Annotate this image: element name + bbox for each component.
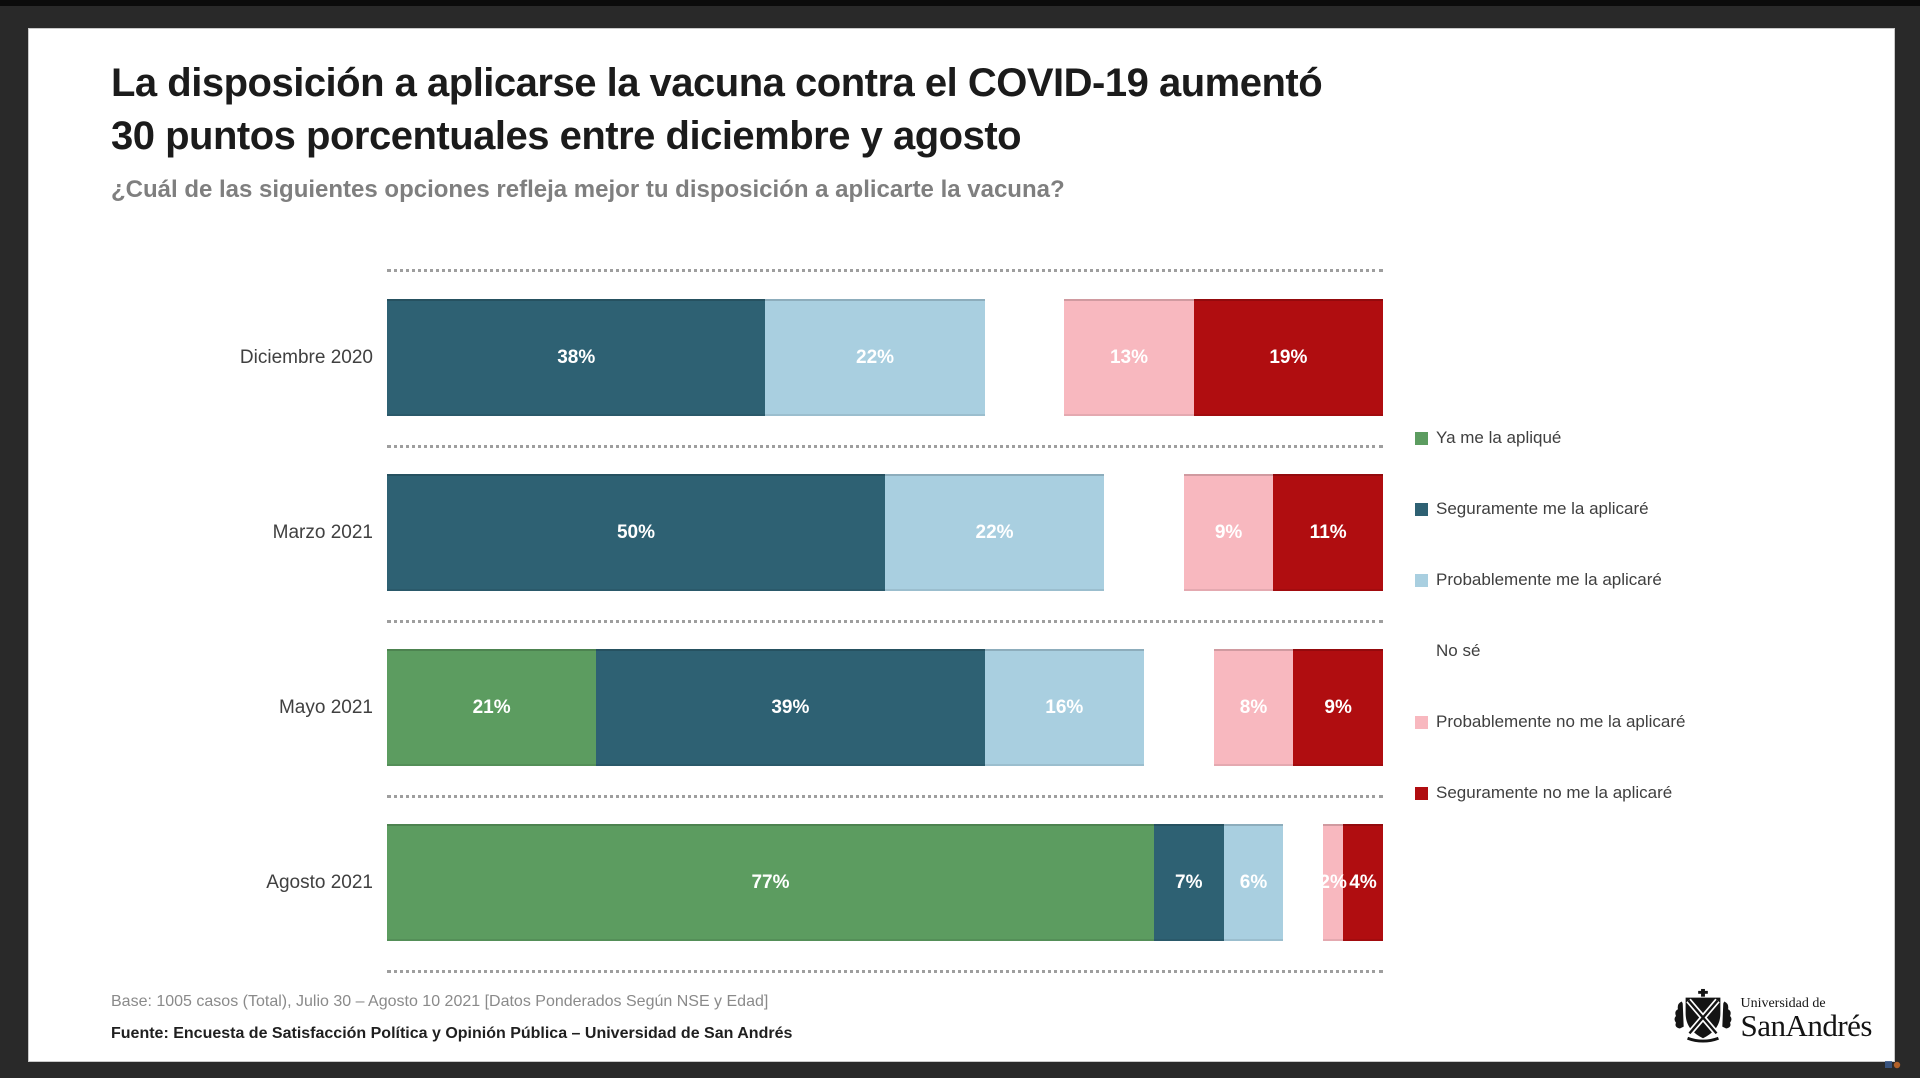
bar-segment-label: 4% bbox=[1349, 871, 1377, 893]
legend-label: Ya me la apliqué bbox=[1436, 428, 1562, 447]
bar-segment: 7% bbox=[1153, 824, 1224, 941]
university-logo: Universidad de SanAndrés bbox=[1672, 988, 1872, 1049]
dotted-separator bbox=[387, 970, 1383, 973]
header: La disposición a aplicarse la vacuna con… bbox=[111, 57, 1511, 204]
bar-segment: 2% bbox=[1319, 824, 1347, 941]
source-note: Fuente: Encuesta de Satisfacción Polític… bbox=[111, 1025, 793, 1042]
category-label-agosto-2021: Agosto 2021 bbox=[266, 871, 373, 893]
page-title-line2: 30 puntos porcentuales entre diciembre y… bbox=[111, 114, 1022, 158]
legend-swatch-white bbox=[1415, 644, 1428, 658]
category-label-mayo-2021: Mayo 2021 bbox=[278, 696, 373, 718]
corner-mark bbox=[1884, 1058, 1904, 1076]
bar-segment: 38% bbox=[387, 299, 766, 416]
bar-segment: 13% bbox=[1064, 299, 1194, 416]
legend-item-seguramente-si: Seguramente me la aplicaré bbox=[1415, 497, 1865, 521]
legend-label: No sé bbox=[1436, 641, 1481, 660]
university-logo-text: Universidad de SanAndrés bbox=[1740, 995, 1872, 1043]
bar-segment: 4% bbox=[1343, 824, 1383, 941]
dotted-separator bbox=[387, 269, 1383, 272]
bar-segment: 22% bbox=[885, 474, 1105, 591]
bar-segment-label: 22% bbox=[975, 521, 1014, 543]
logo-text-bottom: SanAndrés bbox=[1740, 1007, 1872, 1043]
chart-legend: Ya me la apliqué Seguramente me la aplic… bbox=[1415, 426, 1865, 852]
bar-segment-label: 39% bbox=[771, 696, 810, 718]
bar-segment-label: 16% bbox=[1045, 696, 1084, 718]
legend-item-probablemente-si: Probablemente me la aplicaré bbox=[1415, 568, 1865, 592]
dotted-separator bbox=[387, 445, 1383, 448]
bar-segment: 22% bbox=[765, 299, 985, 416]
bar-segment: 16% bbox=[984, 649, 1144, 766]
bar-segment-label: 11% bbox=[1309, 521, 1347, 543]
legend-label: Probablemente no me la aplicaré bbox=[1436, 712, 1686, 731]
bar-segment-label: 77% bbox=[751, 871, 790, 893]
bar-segment: 9% bbox=[1183, 474, 1274, 591]
legend-swatch-dark-red bbox=[1415, 786, 1428, 800]
bar-segment-label: 2% bbox=[1319, 871, 1347, 893]
bar-segment-label: 7% bbox=[1175, 871, 1203, 893]
bar-agosto-2021: 77% 7% 6% 2% 4% bbox=[387, 824, 1383, 941]
bar-segment-label: 38% bbox=[557, 346, 596, 368]
legend-swatch-dark-teal bbox=[1415, 502, 1428, 516]
university-crest-icon bbox=[1672, 988, 1734, 1049]
bar-segment-label: 21% bbox=[472, 696, 511, 718]
legend-swatch-pink bbox=[1415, 715, 1428, 729]
report-slide: La disposición a aplicarse la vacuna con… bbox=[28, 28, 1895, 1062]
legend-label: Seguramente me la aplicaré bbox=[1436, 499, 1649, 518]
category-label-diciembre-2020: Diciembre 2020 bbox=[239, 346, 373, 368]
bar-segment-label: 19% bbox=[1269, 346, 1308, 368]
bar-segment: 9% bbox=[1293, 649, 1383, 766]
bar-segment: 8% bbox=[1213, 649, 1294, 766]
base-note: Base: 1005 casos (Total), Julio 30 – Ago… bbox=[111, 993, 769, 1010]
legend-item-ya-me-la-aplique: Ya me la apliqué bbox=[1415, 426, 1865, 450]
bar-segment: 77% bbox=[387, 824, 1154, 941]
bar-marzo-2021: 50% 22% 9% 11% bbox=[387, 474, 1383, 591]
bar-segment-label: 8% bbox=[1239, 696, 1268, 718]
bar-segment-label: 13% bbox=[1109, 346, 1148, 368]
bar-segment bbox=[1104, 474, 1184, 591]
bar-segment: 50% bbox=[387, 474, 885, 591]
logo-text-top: Universidad de bbox=[1740, 995, 1826, 1011]
bar-diciembre-2020: 38% 22% 13% 19% bbox=[387, 299, 1383, 416]
bar-segment: 6% bbox=[1223, 824, 1284, 941]
bar-segment bbox=[1283, 824, 1323, 941]
category-label-marzo-2021: Marzo 2021 bbox=[272, 521, 373, 543]
window-top-strip bbox=[0, 0, 1920, 6]
legend-swatch-light-blue bbox=[1415, 573, 1428, 587]
legend-label: Probablemente me la aplicaré bbox=[1436, 570, 1662, 589]
bar-segment: 19% bbox=[1193, 299, 1383, 416]
legend-item-probablemente-no: Probablemente no me la aplicaré bbox=[1415, 710, 1865, 734]
bar-segment: 39% bbox=[596, 649, 985, 766]
bar-segment-label: 9% bbox=[1324, 696, 1352, 718]
legend-item-no-se: No sé bbox=[1415, 639, 1865, 663]
bar-segment: 11% bbox=[1273, 474, 1383, 591]
bar-segment-label: 9% bbox=[1214, 521, 1243, 543]
legend-item-seguramente-no: Seguramente no me la aplicaré bbox=[1415, 781, 1865, 805]
dotted-separator bbox=[387, 795, 1383, 798]
page-subtitle: ¿Cuál de las siguientes opciones refleja… bbox=[111, 176, 1065, 203]
legend-label: Seguramente no me la aplicaré bbox=[1436, 783, 1673, 802]
bar-segment-label: 6% bbox=[1239, 871, 1268, 893]
dotted-separator bbox=[387, 620, 1383, 623]
bar-segment bbox=[985, 299, 1065, 416]
page-title-line1: La disposición a aplicarse la vacuna con… bbox=[111, 61, 1323, 105]
bar-mayo-2021: 21% 39% 16% 8% 9% bbox=[387, 649, 1383, 766]
bar-segment: 21% bbox=[387, 649, 597, 766]
bar-segment-label: 50% bbox=[616, 521, 656, 543]
stacked-bar-chart: Diciembre 2020 38% 22% 13% 19% Marzo 2021 5… bbox=[29, 29, 1894, 1061]
bar-segment-label: 22% bbox=[856, 346, 895, 368]
legend-swatch-green bbox=[1415, 431, 1428, 445]
bar-segment bbox=[1144, 649, 1214, 766]
